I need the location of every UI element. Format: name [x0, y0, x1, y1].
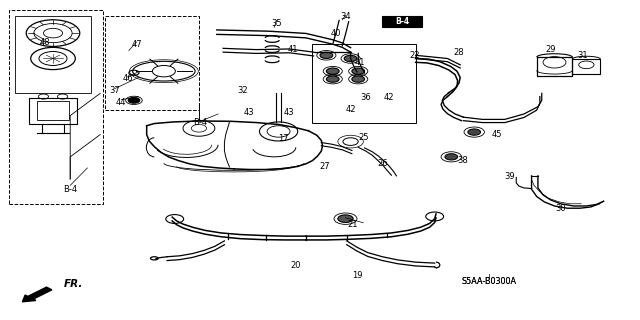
Circle shape: [338, 215, 353, 222]
Text: 46: 46: [122, 74, 133, 83]
Text: FR.: FR.: [64, 279, 83, 289]
Text: 41: 41: [288, 45, 298, 54]
Bar: [15, 16, 91, 93]
Text: 45: 45: [492, 130, 502, 139]
Text: 26: 26: [377, 159, 388, 168]
Bar: [9, 10, 103, 204]
Bar: [37, 101, 69, 120]
Text: 36: 36: [360, 93, 371, 102]
Bar: [537, 57, 572, 76]
Text: 35: 35: [271, 19, 282, 28]
Circle shape: [326, 76, 339, 82]
Text: 27: 27: [320, 163, 330, 172]
Circle shape: [352, 76, 365, 82]
Circle shape: [445, 154, 458, 160]
Bar: [312, 44, 415, 123]
Text: 48: 48: [40, 38, 50, 47]
Text: 25: 25: [358, 133, 369, 142]
Bar: [383, 16, 422, 27]
Circle shape: [352, 68, 365, 74]
Text: S5AA-B0300A: S5AA-B0300A: [461, 277, 516, 286]
Text: 30: 30: [556, 204, 566, 213]
Text: 42: 42: [346, 105, 356, 114]
Text: 20: 20: [291, 261, 301, 270]
Bar: [29, 98, 77, 124]
Text: S5AA-B0300A: S5AA-B0300A: [461, 277, 516, 286]
Text: 21: 21: [348, 220, 358, 228]
Text: 34: 34: [340, 12, 351, 21]
Text: 47: 47: [131, 40, 142, 49]
Text: 44: 44: [116, 98, 127, 107]
Text: 40: 40: [331, 28, 341, 38]
FancyArrow shape: [22, 287, 52, 302]
Text: 38: 38: [458, 156, 468, 165]
Text: B-4: B-4: [395, 17, 409, 26]
Text: B-4: B-4: [63, 185, 77, 194]
Text: 42: 42: [383, 93, 394, 102]
Text: 37: 37: [109, 86, 120, 95]
Circle shape: [326, 68, 339, 74]
Text: 28: 28: [454, 48, 464, 57]
Text: 17: 17: [278, 134, 289, 143]
Bar: [104, 16, 199, 110]
Text: B-4: B-4: [193, 118, 207, 127]
Bar: [572, 59, 600, 74]
Circle shape: [344, 55, 357, 62]
Text: 29: 29: [545, 45, 556, 54]
Text: 43: 43: [284, 108, 295, 117]
Text: 43: 43: [243, 108, 254, 117]
Text: 19: 19: [352, 271, 362, 280]
Text: 31: 31: [577, 52, 588, 60]
Circle shape: [128, 98, 140, 103]
Circle shape: [468, 129, 481, 135]
Text: 32: 32: [237, 86, 248, 95]
Text: 41: 41: [355, 58, 365, 67]
Text: 22: 22: [409, 51, 420, 60]
Circle shape: [320, 52, 333, 59]
Text: 39: 39: [504, 172, 515, 181]
